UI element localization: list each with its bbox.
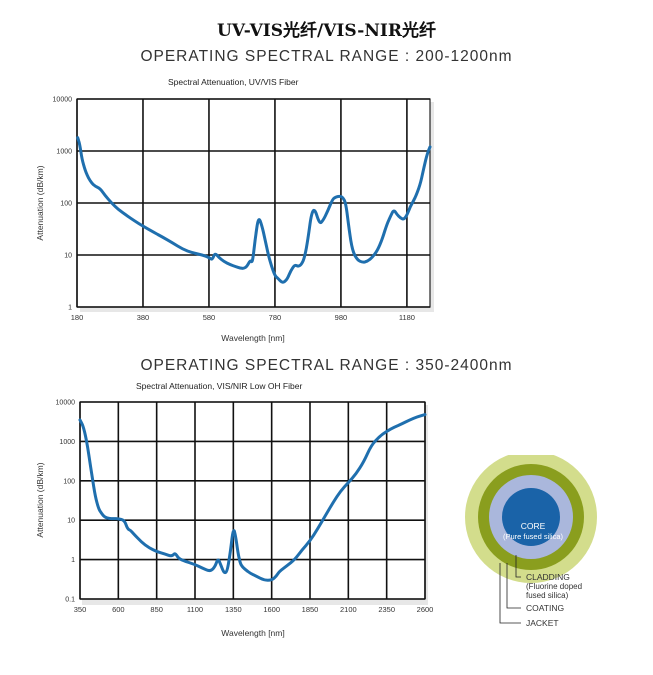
chart1-x-tick-label: 1180 bbox=[399, 313, 415, 322]
chart2-x-tick-label: 2350 bbox=[378, 605, 395, 614]
chart2-x-tick-label: 2600 bbox=[417, 605, 434, 614]
cladding-sub-label-1: (Fluorine doped bbox=[526, 582, 582, 591]
chart1: 1 10 100 1000 10000 180 380 580 780 980 1180 Wave… bbox=[35, 97, 434, 343]
core-circle bbox=[502, 488, 560, 546]
chart2-x-tick-label: 1600 bbox=[263, 605, 280, 614]
chart2-x-tick-label: 850 bbox=[150, 605, 163, 614]
chart1-x-axis-label: Wavelength [nm] bbox=[221, 333, 284, 343]
chart1-x-tick-label: 580 bbox=[203, 313, 216, 322]
cladding-label: CLADDING bbox=[526, 572, 570, 582]
chart2: 0.1 1 10 100 1000 10000 350 600 850 1100 1350 1600… bbox=[35, 400, 434, 639]
chart1-x-tick-label: 380 bbox=[137, 313, 150, 322]
page-title: UV-VIS光纤/VIS-NIR光纤 bbox=[217, 21, 436, 41]
chart2-y-tick-label: 1 bbox=[71, 557, 75, 564]
chart1-y-axis-label: Attenuation (dB/km) bbox=[35, 165, 45, 240]
chart1-series-line bbox=[76, 136, 432, 284]
chart1-y-ticks: 1 10 100 1000 10000 bbox=[53, 97, 73, 312]
chart2-x-tick-label: 350 bbox=[74, 605, 87, 614]
chart1-x-tick-label: 780 bbox=[269, 313, 282, 322]
cladding-leader-line bbox=[515, 555, 521, 578]
chart2-y-tick-label: 1000 bbox=[59, 439, 75, 446]
core-label: CORE bbox=[521, 521, 546, 531]
chart1-y-tick-label: 10000 bbox=[53, 97, 73, 104]
coating-leader-line bbox=[506, 563, 521, 609]
chart2-plot-area bbox=[79, 401, 426, 600]
chart2-y-tick-label: 10 bbox=[67, 518, 75, 525]
jacket-leader-line bbox=[499, 563, 521, 624]
chart1-x-tick-label: 180 bbox=[71, 313, 84, 322]
chart2-x-tick-label: 600 bbox=[112, 605, 125, 614]
chart2-y-tick-label: 0.1 bbox=[65, 597, 75, 604]
chart1-y-tick-label: 100 bbox=[60, 201, 72, 208]
chart2-x-ticks: 350 600 850 1100 1350 1600 1850 2100 2350 2600 bbox=[74, 605, 434, 614]
chart2-y-tick-label: 100 bbox=[63, 478, 75, 485]
chart1-y-tick-label: 1000 bbox=[56, 149, 72, 156]
chart2-y-ticks: 0.1 1 10 100 1000 10000 bbox=[56, 400, 76, 604]
coating-label: COATING bbox=[526, 603, 564, 613]
chart2-range-title: OPERATING SPECTRAL RANGE : 350-2400nm bbox=[140, 357, 513, 374]
chart2-series-line bbox=[78, 413, 427, 582]
chart2-y-axis-label: Attenuation (dB/km) bbox=[35, 462, 45, 537]
chart2-x-tick-label: 1850 bbox=[302, 605, 319, 614]
jacket-label: JACKET bbox=[526, 618, 559, 628]
fiber-cross-section-diagram: CORE (Pure fused silica) CLADDING (Fluor… bbox=[465, 455, 597, 628]
chart1-range-title: OPERATING SPECTRAL RANGE : 200-1200nm bbox=[140, 48, 513, 65]
chart1-y-tick-label: 10 bbox=[64, 253, 72, 260]
core-sub-label: (Pure fused silica) bbox=[503, 532, 564, 541]
chart1-title: Spectral Attenuation, UV/VIS Fiber bbox=[168, 77, 299, 87]
chart2-y-tick-label: 10000 bbox=[56, 400, 76, 407]
chart1-y-tick-label: 1 bbox=[68, 305, 72, 312]
cladding-sub-label-2: fused silica) bbox=[526, 591, 569, 600]
chart2-x-tick-label: 1350 bbox=[225, 605, 242, 614]
chart2-x-axis-label: Wavelength [nm] bbox=[221, 628, 284, 638]
chart2-grid bbox=[79, 401, 426, 600]
chart2-x-tick-label: 2100 bbox=[340, 605, 357, 614]
chart2-title: Spectral Attenuation, VIS/NIR Low OH Fib… bbox=[136, 381, 303, 391]
chart2-x-tick-label: 1100 bbox=[187, 605, 203, 614]
chart1-x-tick-label: 980 bbox=[335, 313, 348, 322]
chart1-x-ticks: 180 380 580 780 980 1180 bbox=[71, 313, 415, 322]
chart1-grid bbox=[76, 98, 430, 308]
